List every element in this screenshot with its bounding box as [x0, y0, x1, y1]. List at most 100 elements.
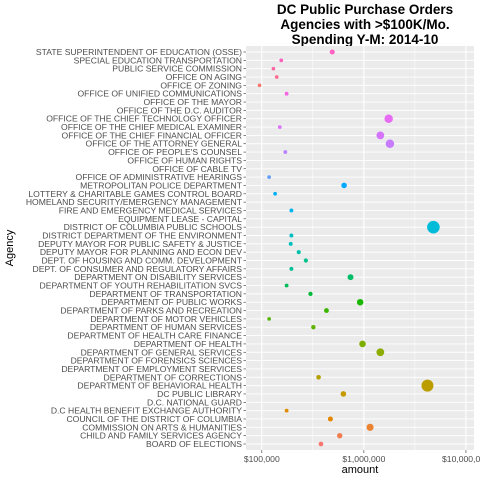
data-point: [341, 182, 347, 189]
data-point: [327, 416, 333, 422]
data-point: [284, 91, 289, 96]
data-point: [289, 208, 294, 213]
y-axis-label: Agency: [4, 229, 16, 266]
grid-lines: [246, 46, 474, 450]
y-tick-label: DEPARTMENT OF BEHAVIORAL HEALTH: [77, 381, 242, 391]
data-point: [284, 283, 289, 288]
y-tick-label: OFFICE OF THE CHIEF TECHNOLOGY OFFICER: [46, 114, 242, 124]
data-point: [271, 66, 276, 71]
data-point: [283, 150, 288, 154]
y-tick-label: DC PUBLIC LIBRARY: [157, 389, 242, 399]
data-point: [324, 308, 329, 313]
data-point: [376, 131, 385, 140]
data-point: [257, 83, 262, 88]
y-tick-label: OFFICE OF THE MAYOR: [143, 97, 242, 107]
y-tick-label: HOMELAND SECURITY/EMERGENCY MANAGEMENT: [26, 197, 243, 207]
y-axis-ticks: STATE SUPERINTENDENT OF EDUCATION (OSSE)…: [26, 47, 246, 449]
data-point: [384, 114, 393, 123]
y-tick-label: DEPARTMENT OF YOUTH REHABILITATION SVCS: [40, 281, 243, 291]
y-tick-label: DEPARTMENT ON DISABILITY SERVICES: [74, 272, 242, 282]
y-tick-label: OFFICE OF ADMINISTRATIVE HEARINGS: [76, 172, 243, 182]
y-tick-label: DISTRICT OF COLUMBIA PUBLIC SCHOOLS: [64, 222, 243, 232]
y-tick-label: DEPARTMENT OF PARKS AND RECREATION: [60, 306, 242, 316]
y-tick-label: DEPARTMENT OF TRANSPORTATION: [89, 289, 242, 299]
y-tick-label: BOARD OF ELECTIONS: [146, 439, 242, 449]
data-point: [279, 58, 284, 63]
data-point: [274, 75, 279, 79]
data-point: [273, 191, 277, 196]
y-tick-label: DEPUTY MAYOR FOR PLANNING AND ECON DEV: [40, 247, 242, 257]
y-tick-label: DEPARTMENT OF GENERAL SERVICES: [81, 347, 243, 357]
x-axis-ticks: $100,000 $1,000,000 $10,000,000: [244, 450, 480, 464]
data-point: [267, 317, 271, 321]
chart-title-line-2: Agencies with >$100K/Mo.: [280, 17, 450, 32]
chart-title-line-3: Spending Y-M: 2014-10: [291, 32, 439, 47]
chart-title: DC Public Purchase Orders Agencies with …: [250, 2, 480, 47]
y-tick-label: PUBLIC SERVICE COMMISSION: [112, 64, 242, 74]
data-point: [308, 291, 313, 297]
x-tick-label: $10,000,000: [442, 454, 480, 464]
data-point: [288, 241, 293, 246]
data-point: [337, 432, 343, 439]
y-tick-label: DEPARTMENT OF HEALTH: [134, 339, 242, 349]
data-point: [277, 125, 282, 129]
y-tick-label: D.C HEALTH BENEFIT EXCHANGE AUTHORITY: [51, 406, 242, 416]
data-point: [385, 139, 395, 149]
y-tick-label: CHILD AND FAMILY SERVICES AGENCY: [80, 431, 242, 441]
y-tick-label: DEPARTMENT OF HEALTH CARE FINANCE: [67, 331, 242, 341]
data-point: [340, 391, 347, 397]
y-tick-label: DEPARTMENT OF CORRECTIONS: [104, 372, 243, 382]
data-point: [356, 298, 364, 306]
y-tick-label: OFFICE OF THE D.C. AUDITOR: [117, 105, 242, 115]
x-tick-label: $100,000: [244, 454, 280, 464]
y-tick-label: DEPARTMENT OF FORENSICS SCIENCES: [71, 356, 243, 366]
data-point: [329, 49, 335, 55]
y-tick-label: OFFICE OF PEOPLE'S COUNSEL: [108, 147, 242, 157]
y-tick-label: EQUIPMENT LEASE - CAPITAL: [118, 214, 242, 224]
y-tick-label: DEPARTMENT OF PUBLIC WORKS: [101, 297, 242, 307]
data-point: [303, 258, 308, 263]
data-point: [347, 274, 354, 281]
y-tick-label: DISTRICT DEPARTMENT OF THE ENVIRONMENT: [42, 230, 242, 240]
y-tick-label: DEPUTY MAYOR FOR PUBLIC SAFETY & JUSTICE: [38, 239, 242, 249]
data-point: [296, 250, 301, 255]
y-tick-label: OFFICE OF THE ATTORNEY GENERAL: [86, 139, 243, 149]
data-point: [376, 348, 385, 357]
y-tick-label: DEPT. OF CONSUMER AND REGULATORY AFFAIRS: [33, 264, 243, 274]
data-point: [311, 325, 316, 330]
y-tick-label: STATE SUPERINTENDENT OF EDUCATION (OSSE): [36, 47, 242, 57]
y-tick-label: D.C. NATIONAL GUARD: [147, 397, 242, 407]
data-points: [257, 49, 440, 447]
y-tick-label: METROPOLITAN POLICE DEPARTMENT: [80, 180, 243, 190]
y-tick-label: COUNCIL OF THE DISTRICT OF COLUMBIA: [66, 414, 242, 424]
y-tick-label: OFFICE OF HUMAN RIGHTS: [127, 155, 242, 165]
data-point: [318, 441, 324, 447]
data-point: [427, 220, 440, 234]
y-tick-label: DEPARTMENT OF EMPLOYMENT SERVICES: [61, 364, 242, 374]
y-tick-label: COMMISSION ON ARTS & HUMANITIES: [82, 422, 242, 432]
data-point: [289, 266, 294, 271]
y-tick-label: DEPT. OF HOUSING AND COMM. DEVELOPMENT: [41, 256, 242, 266]
data-point: [366, 423, 374, 431]
y-tick-label: OFFICE OF UNIFIED COMMUNICATIONS: [77, 89, 242, 99]
y-tick-label: DEPARTMENT OF MOTOR VEHICLES: [90, 314, 242, 324]
x-axis-label: amount: [342, 464, 379, 476]
y-tick-label: SPECIAL EDUCATION TRANSPORTATION: [74, 55, 242, 65]
data-point: [359, 340, 366, 348]
y-tick-label: LOTTERY & CHARITABLE GAMES CONTROL BOARD: [28, 189, 242, 199]
y-tick-label: OFFICE OF THE CHIEF FINANCIAL OFFICER: [62, 130, 242, 140]
y-tick-label: DEPARTMENT OF HUMAN SERVICES: [90, 322, 242, 332]
y-tick-label: FIRE AND EMERGENCY MEDICAL SERVICES: [59, 205, 242, 215]
y-tick-label: OFFICE OF ZONING: [160, 80, 242, 90]
data-point: [421, 379, 434, 392]
chart-title-line-1: DC Public Purchase Orders: [276, 2, 454, 17]
data-point: [284, 408, 289, 413]
data-point: [316, 374, 321, 380]
data-point: [267, 175, 271, 179]
data-point: [289, 233, 294, 238]
plot-panel: [246, 46, 474, 450]
x-tick-label: $1,000,000: [342, 454, 385, 464]
y-tick-label: OFFICE ON AGING: [166, 72, 243, 82]
y-tick-label: OFFICE OF CABLE TV: [152, 164, 242, 174]
